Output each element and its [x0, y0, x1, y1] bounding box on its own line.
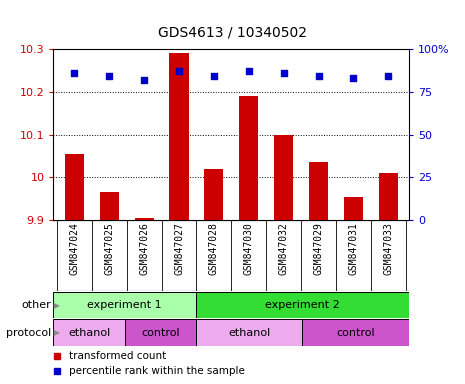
Bar — [196, 292, 409, 318]
Point — [106, 73, 113, 79]
Text: GSM847030: GSM847030 — [244, 222, 254, 275]
Point — [210, 73, 218, 79]
Point — [385, 73, 392, 79]
Bar — [53, 319, 125, 346]
Bar — [239, 96, 259, 220]
Bar — [309, 162, 328, 220]
Point — [315, 73, 322, 79]
Bar — [53, 292, 196, 318]
Point — [280, 70, 287, 76]
Point — [71, 70, 78, 76]
Text: GSM847031: GSM847031 — [348, 222, 359, 275]
Text: GDS4613 / 10340502: GDS4613 / 10340502 — [158, 26, 307, 40]
Bar — [204, 169, 224, 220]
Bar — [169, 53, 189, 220]
Text: transformed count: transformed count — [69, 351, 167, 361]
Bar — [196, 319, 303, 346]
Text: control: control — [141, 328, 179, 338]
Point — [140, 77, 148, 83]
Text: ethanol: ethanol — [228, 328, 270, 338]
Bar — [65, 154, 84, 220]
Text: percentile rank within the sample: percentile rank within the sample — [69, 366, 246, 376]
Point — [350, 75, 357, 81]
Text: GSM847025: GSM847025 — [104, 222, 114, 275]
Text: other: other — [21, 300, 51, 310]
Text: GSM847024: GSM847024 — [69, 222, 80, 275]
Point — [175, 68, 183, 74]
Bar — [379, 173, 398, 220]
Text: control: control — [337, 328, 375, 338]
Text: GSM847033: GSM847033 — [383, 222, 393, 275]
Bar — [274, 135, 293, 220]
Text: GSM847032: GSM847032 — [279, 222, 289, 275]
Text: ▶: ▶ — [51, 328, 60, 337]
Text: GSM847028: GSM847028 — [209, 222, 219, 275]
Bar — [100, 192, 119, 220]
Text: protocol: protocol — [6, 328, 51, 338]
Text: GSM847027: GSM847027 — [174, 222, 184, 275]
Text: ethanol: ethanol — [68, 328, 110, 338]
Text: experiment 1: experiment 1 — [87, 300, 162, 310]
Text: GSM847026: GSM847026 — [139, 222, 149, 275]
Point — [245, 68, 252, 74]
Bar — [344, 197, 363, 220]
Bar — [125, 319, 196, 346]
Bar — [303, 319, 409, 346]
Text: experiment 2: experiment 2 — [265, 300, 340, 310]
Text: GSM847029: GSM847029 — [313, 222, 324, 275]
Bar — [134, 218, 154, 220]
Text: ▶: ▶ — [51, 301, 60, 310]
